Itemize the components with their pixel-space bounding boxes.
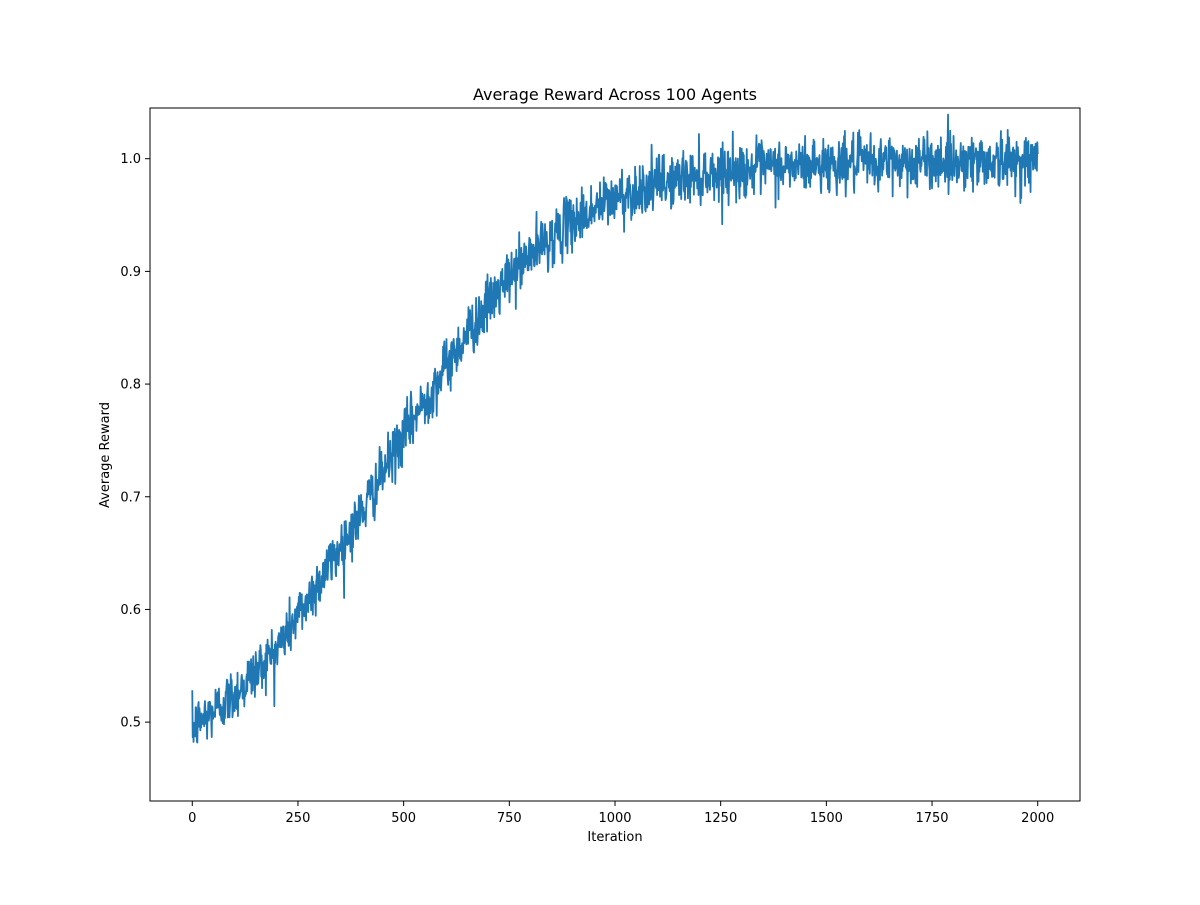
y-axis: 0.5 0.6 0.7 0.8 0.9 1.0 <box>120 152 150 731</box>
series-line-0 <box>191 113 1039 744</box>
plot-area <box>191 113 1039 744</box>
x-tick-label: 750 <box>497 811 522 826</box>
x-tick-label: 1750 <box>915 811 948 826</box>
y-tick-label: 0.8 <box>120 378 141 393</box>
y-tick-label: 0.9 <box>120 265 141 280</box>
x-axis-label: Iteration <box>587 830 642 845</box>
chart-title: Average Reward Across 100 Agents <box>473 85 757 104</box>
y-axis-label: Average Reward <box>98 402 113 508</box>
x-tick-label: 1250 <box>704 811 737 826</box>
x-axis: 0 250 500 750 1000 1250 1500 1750 2000 <box>188 801 1054 826</box>
y-tick-label: 0.6 <box>120 603 141 618</box>
y-tick-label: 0.7 <box>120 490 141 505</box>
x-tick-label: 1000 <box>598 811 631 826</box>
x-tick-label: 250 <box>286 811 311 826</box>
x-tick-label: 2000 <box>1021 811 1054 826</box>
plot-frame <box>149 107 1081 802</box>
y-tick-label: 1.0 <box>120 152 141 167</box>
x-tick-label: 500 <box>391 811 416 826</box>
x-tick-label: 1500 <box>810 811 843 826</box>
x-tick-label: 0 <box>188 811 196 826</box>
y-tick-label: 0.5 <box>120 716 141 731</box>
